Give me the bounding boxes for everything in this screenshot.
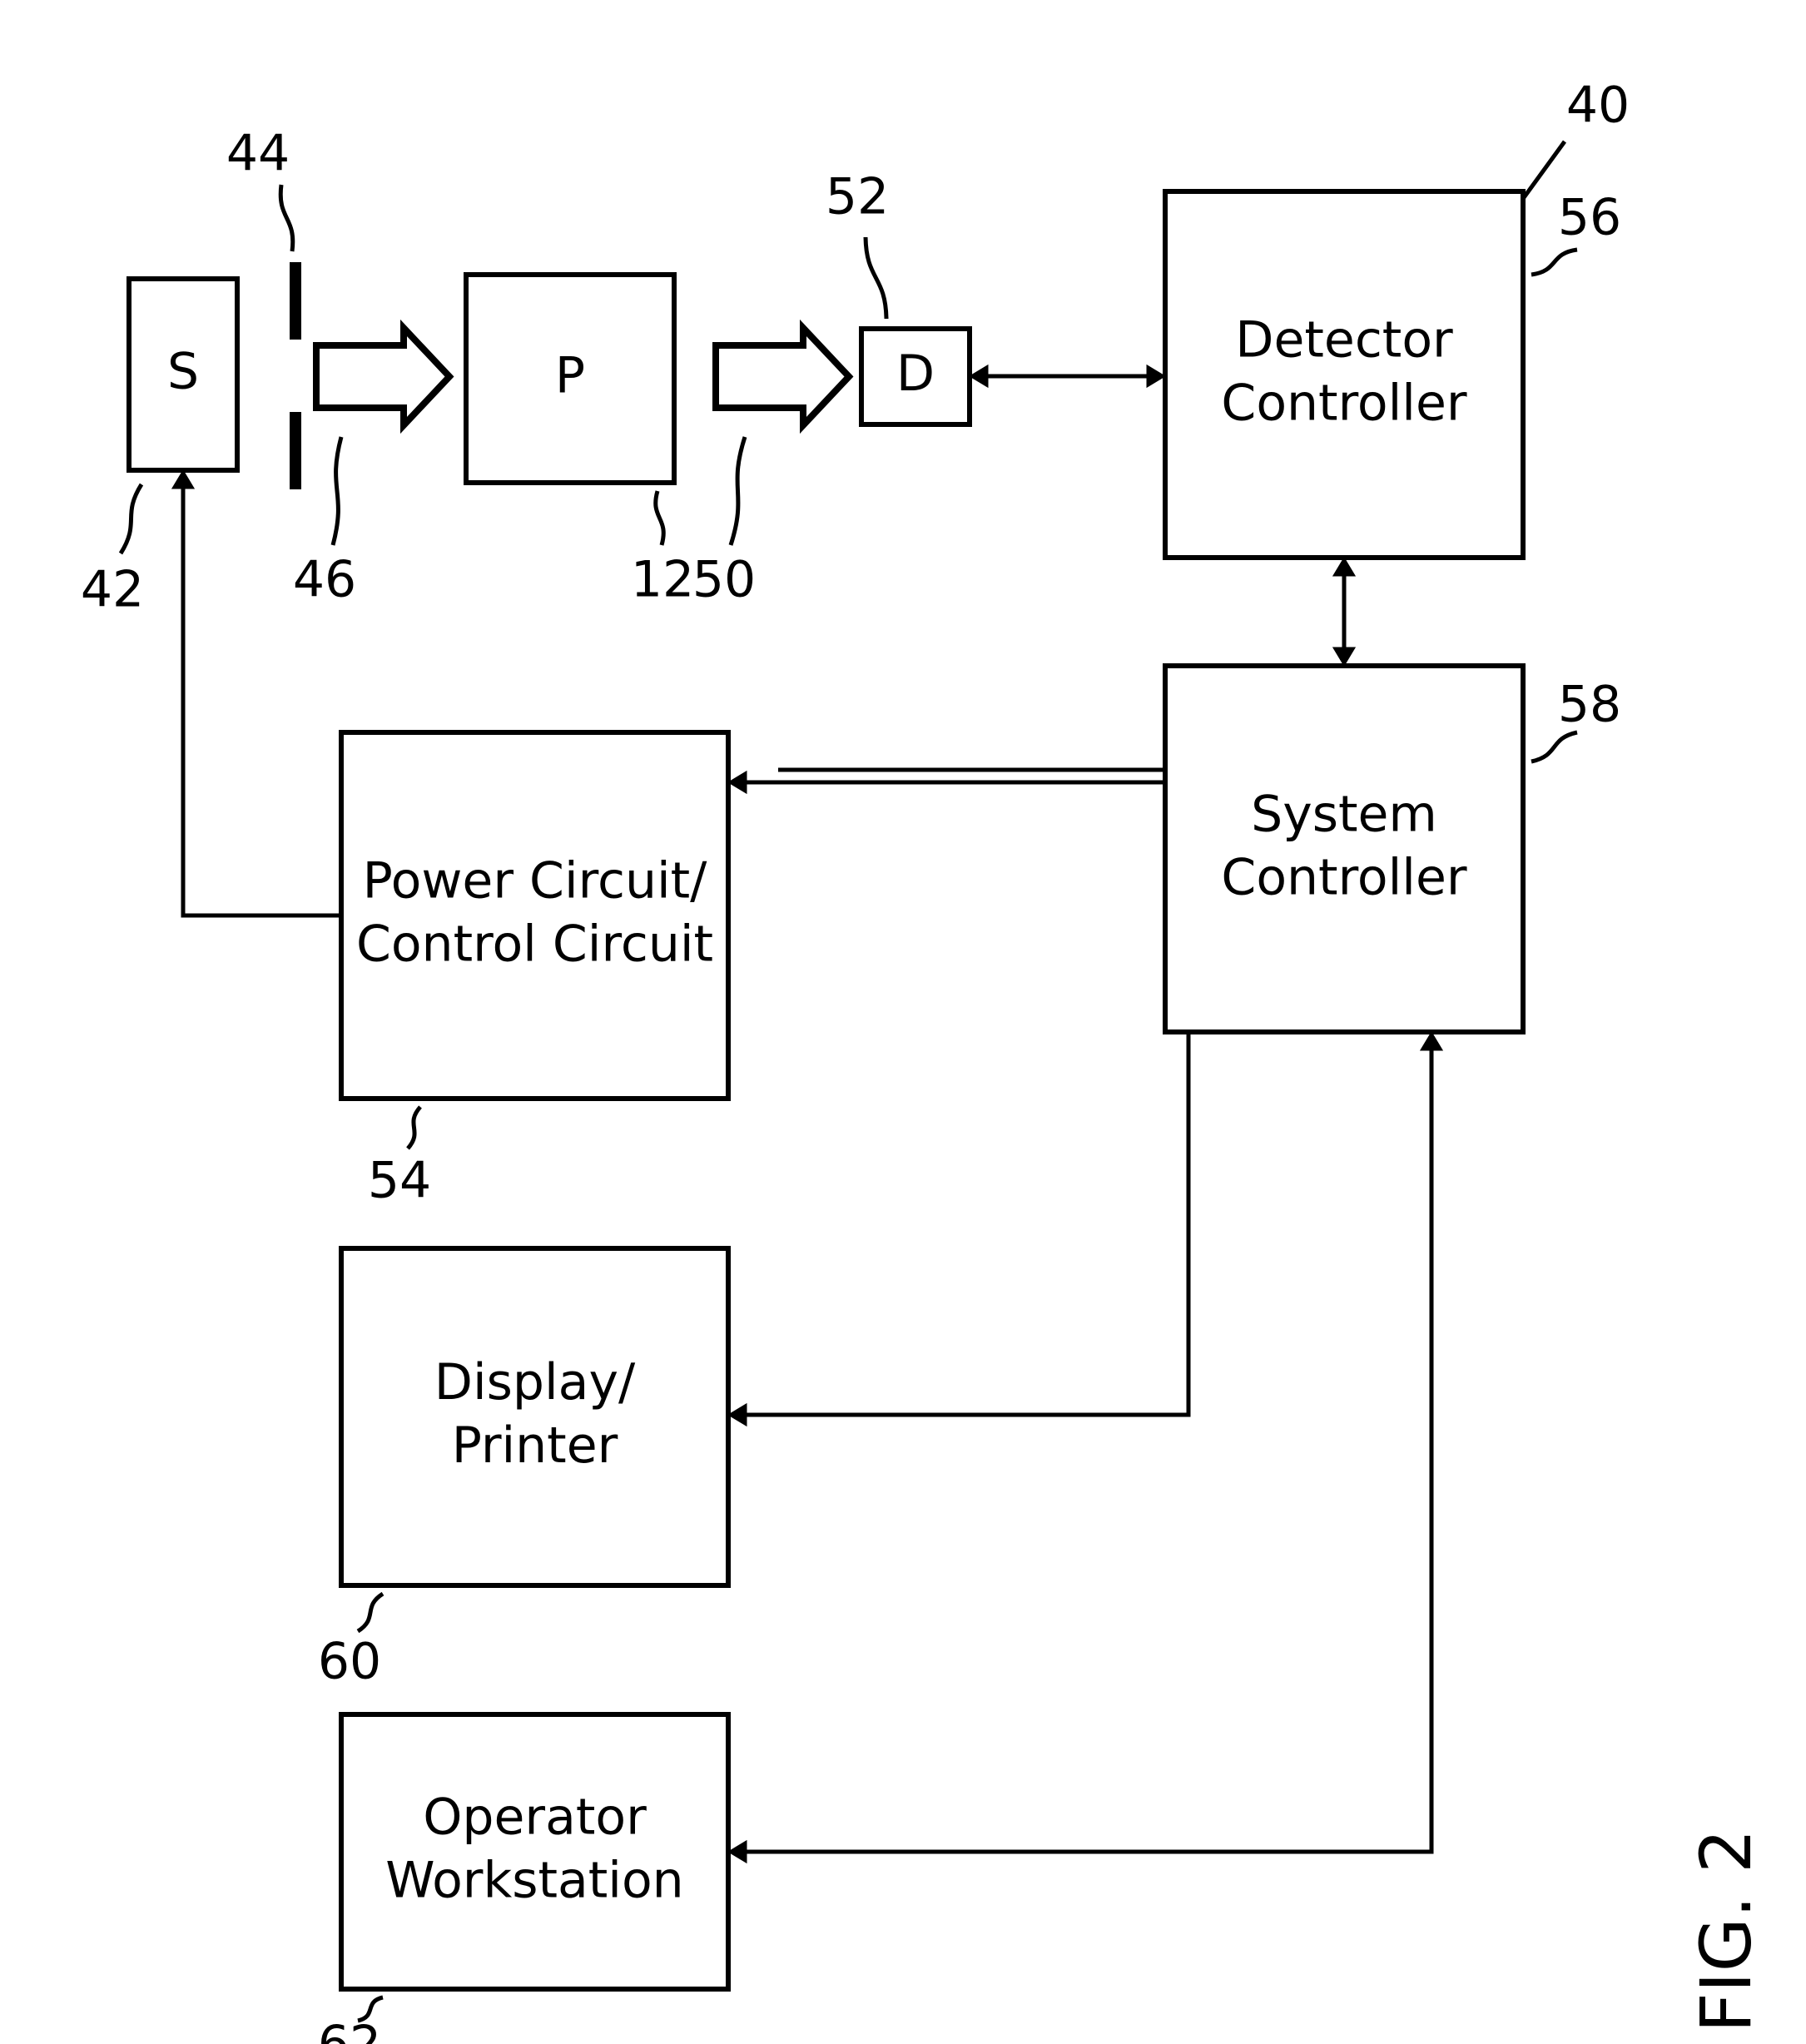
diagram-label: 52 [826,168,889,226]
diagram-connector [1421,1032,1442,1050]
diagram-label: 40 [1566,77,1630,135]
diagram-connector [716,328,849,425]
diagram-label: Printer [452,1416,618,1475]
diagram-label: 44 [226,125,290,183]
diagram-label: S [167,343,199,401]
diagram-label: Controller [1221,375,1466,433]
diagram-label: Power Circuit/ [363,852,708,910]
figure-label: FIG. 2 [1685,1828,1767,2032]
diagram-connector [1333,558,1355,576]
diagram-connector [970,365,988,387]
diagram-label: 60 [318,1633,381,1691]
diagram-connector [333,437,341,545]
diagram-connector [728,1841,747,1863]
diagram-connector [866,237,886,319]
diagram-label: Controller [1221,849,1466,907]
diagram-connector [1147,365,1165,387]
diagram-connector [743,1032,1431,1852]
diagram-label: 46 [293,551,356,609]
diagram-connector [731,437,745,545]
diagram-label: Detector [1235,311,1453,370]
diagram-connector [121,484,141,553]
diagram-label: System [1251,786,1437,844]
diagram-label: 50 [692,551,756,609]
diagram-label: 62 [318,2016,381,2044]
diagram-label: Display/ [434,1353,636,1411]
diagram-connector [1333,647,1355,666]
diagram-label: 58 [1558,676,1621,734]
diagram-connector [172,470,194,489]
diagram-connector [1531,250,1577,275]
diagram-label: P [555,347,585,405]
diagram-connector [316,328,449,425]
diagram-label: 42 [81,561,144,619]
diagram-label: D [896,345,935,403]
diagram-connector [1531,732,1577,762]
diagram-connector [728,771,747,793]
diagram-connector [280,185,293,251]
diagram-label: 54 [368,1152,431,1210]
diagram-connector [358,1594,383,1631]
diagram-connector [728,1404,747,1426]
diagram-label: Workstation [385,1852,683,1910]
diagram-connector [183,485,341,915]
diagram-label: Control Circuit [356,915,713,974]
diagram-connector [743,1032,1188,1415]
diagram-label: Operator [423,1788,647,1847]
diagram-box [290,262,301,340]
diagram-connector [408,1107,420,1149]
diagram-label: 56 [1558,189,1621,247]
diagram-box [290,412,301,489]
diagram-label: 12 [631,551,694,609]
diagram-connector [656,491,664,545]
